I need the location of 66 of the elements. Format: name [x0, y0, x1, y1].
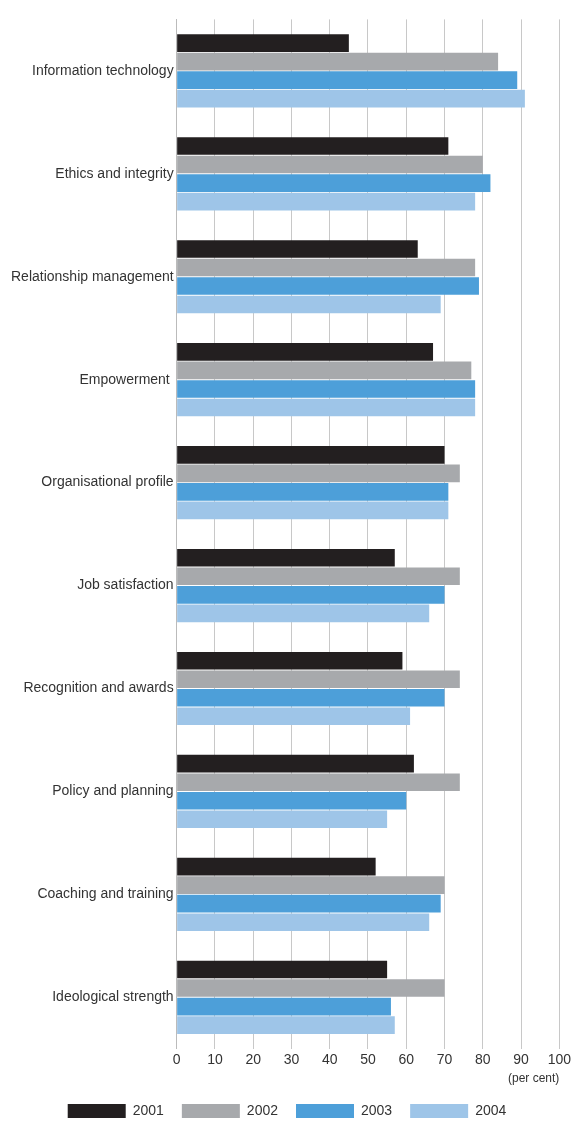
x-tick-label: 50: [360, 1051, 376, 1068]
bar: [177, 791, 407, 810]
bar: [177, 960, 388, 979]
bar: [177, 295, 441, 314]
bar: [177, 857, 376, 876]
y-tick-label: Recognition and awards: [23, 679, 174, 696]
y-tick-label: Ethics and integrity: [55, 164, 174, 181]
bar: [177, 548, 395, 567]
y-tick-label: Empowerment: [79, 370, 174, 387]
bar: [177, 34, 349, 52]
bar: [177, 997, 391, 1016]
x-tick-label: 70: [436, 1051, 453, 1068]
bar: [177, 913, 430, 931]
bar: [177, 192, 476, 211]
bar: [177, 446, 445, 464]
bar: [177, 155, 483, 174]
x-tick-label: 90: [513, 1051, 530, 1068]
bar: [177, 1016, 395, 1034]
bar: [177, 258, 476, 277]
bar: [177, 89, 525, 108]
x-tick-label: 100: [547, 1051, 572, 1068]
legend-label: 2002: [246, 1101, 279, 1118]
legend-label: 2004: [475, 1101, 507, 1118]
y-tick-label: Ideological strength: [52, 988, 174, 1005]
bar: [177, 483, 449, 501]
bar: [177, 277, 479, 295]
bar: [177, 754, 414, 773]
bar: [177, 810, 388, 829]
bar: [177, 501, 449, 520]
y-tick-label: Job satisfaction: [77, 576, 174, 593]
x-tick-label: 0: [172, 1051, 181, 1068]
y-tick-label: Policy and planning: [52, 782, 174, 799]
x-tick-label: 60: [398, 1051, 415, 1068]
bar: [177, 688, 445, 707]
bar: [177, 586, 445, 604]
bar: [177, 464, 460, 483]
y-tick-label: Coaching and training: [37, 885, 174, 902]
bar: [177, 343, 434, 361]
bar: [177, 876, 445, 894]
bar: [177, 707, 411, 726]
bar: [177, 240, 418, 258]
bar: [177, 979, 445, 997]
bar: [177, 398, 476, 417]
x-tick-label: 80: [475, 1051, 491, 1068]
bar: [177, 361, 472, 380]
x-tick-label: 10: [207, 1051, 223, 1068]
y-tick-label: Relationship management: [11, 267, 174, 284]
bar: [177, 670, 460, 689]
x-tick-label: 40: [321, 1051, 338, 1068]
x-tick-label: 30: [283, 1051, 300, 1068]
bar: [177, 651, 403, 670]
x-tick-label: 20: [245, 1051, 262, 1068]
bar: [177, 567, 460, 586]
legend-label: 2003: [361, 1101, 393, 1118]
bar: [177, 894, 441, 913]
legend-label: 2001: [132, 1101, 165, 1118]
bar: [177, 71, 518, 89]
y-tick-label: Information technology: [32, 61, 174, 78]
y-tick-label: Organisational profile: [41, 473, 174, 490]
x-axis-title: (per cent): [507, 1071, 560, 1086]
bar: [177, 773, 460, 791]
bar: [177, 380, 476, 398]
bar: [177, 52, 499, 71]
bar: [177, 604, 430, 623]
bar: [177, 174, 491, 192]
bar: [177, 137, 449, 155]
